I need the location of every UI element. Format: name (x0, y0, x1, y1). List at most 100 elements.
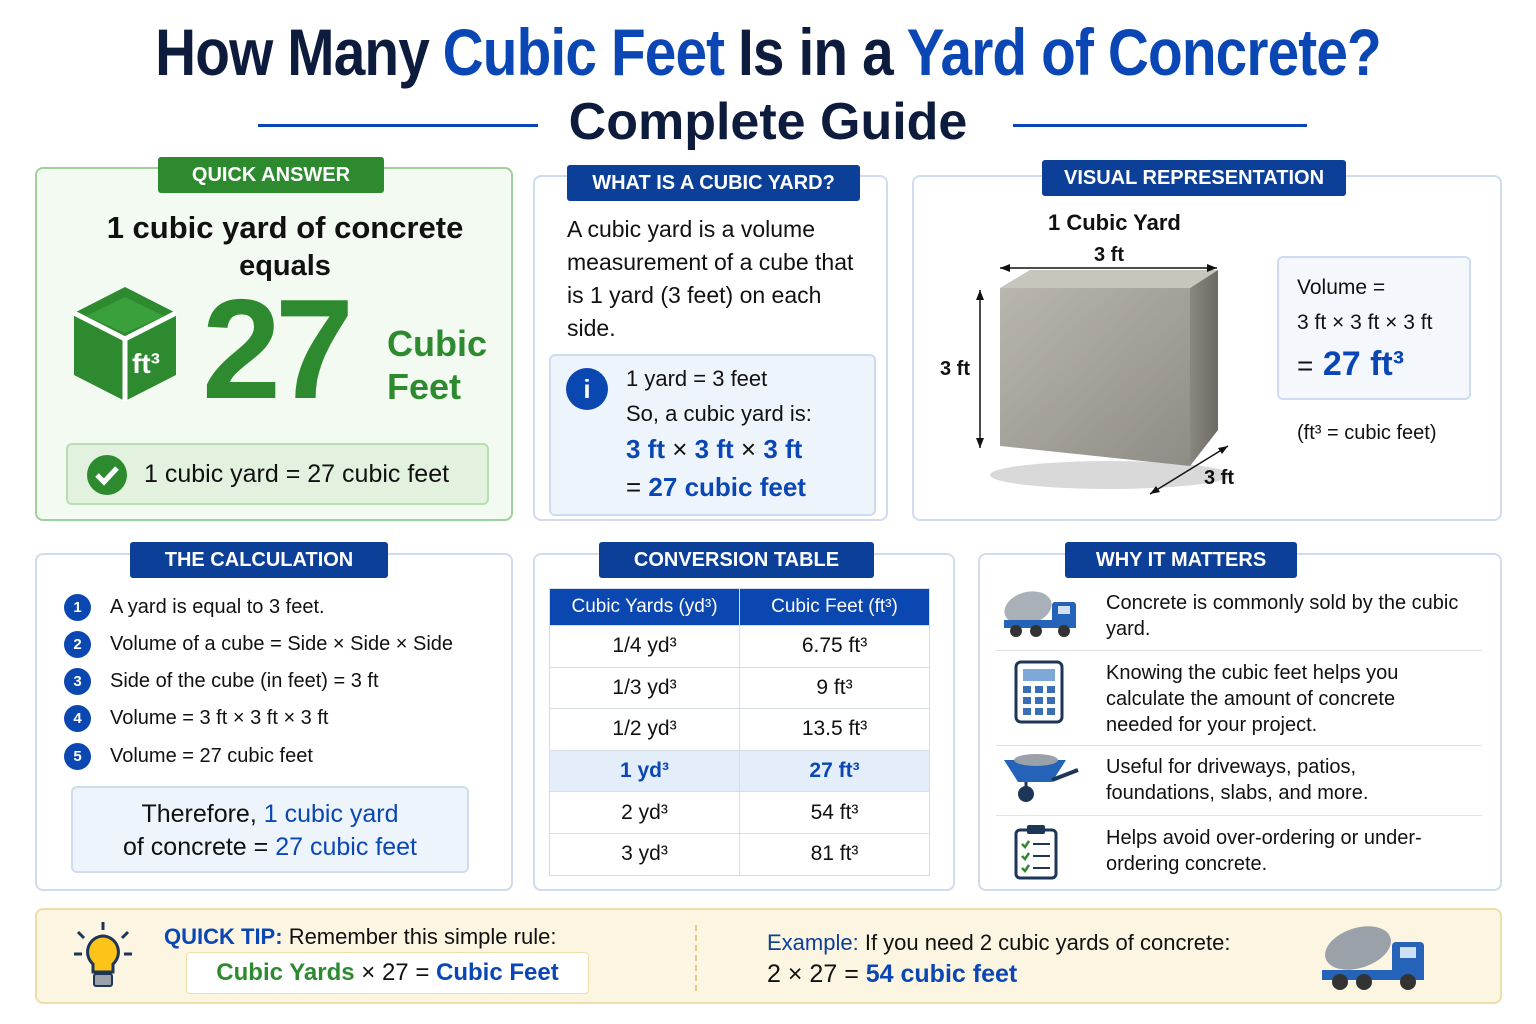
answer-number: 27 (202, 270, 354, 429)
polyline (1021, 864, 1031, 873)
divider (695, 925, 697, 991)
polygon (1150, 486, 1160, 494)
tr: Cubic Yards (yd³) Cubic Feet (ft³) (549, 588, 930, 626)
line (1149, 445, 1229, 495)
rows: 54 ft³ (739, 791, 930, 834)
volume-box (1277, 256, 1471, 400)
ellipse (1014, 754, 1058, 766)
text: Side of the cube (in feet) = 3 ft (110, 670, 379, 692)
truck-icon (1004, 591, 1076, 637)
rows: 3 yd³ (549, 832, 740, 876)
info-line: So, a cubic yard is: (626, 401, 812, 426)
polygon (1207, 264, 1217, 272)
rect (1047, 708, 1055, 715)
divider (996, 650, 1482, 651)
check-box (66, 443, 489, 505)
rect (1027, 825, 1045, 834)
rows: 13.5 ft³ (739, 708, 930, 751)
polygon (1000, 288, 1190, 466)
info-box (549, 354, 876, 516)
section-label: QUICK ANSWER (158, 157, 384, 193)
title-parts: Yard of Concrete? (906, 15, 1382, 89)
formula: 3 ft (763, 434, 803, 464)
result: = (626, 472, 642, 502)
g (1023, 686, 1055, 715)
tr: 1/3 yd³ 9 ft³ (549, 666, 930, 710)
circle (566, 368, 608, 410)
title-parts: Cubic Feet (442, 15, 725, 89)
rows: 1/4 yd³ (549, 625, 740, 668)
polygon (1000, 264, 1010, 272)
polygon (86, 297, 164, 333)
answer-line: 1 cubic yard of concrete (106, 210, 464, 245)
rows: 1/2 yd³ (549, 708, 740, 751)
rule: Cubic Feet (436, 959, 559, 986)
ellipse (1325, 926, 1391, 970)
wheelbarrow-icon (1004, 754, 1079, 802)
ellipse (1004, 591, 1052, 625)
rect (1023, 669, 1055, 681)
example-calc: 2 × 27 = 54 cubic feet (767, 960, 1017, 989)
formula: 3 ft (626, 434, 665, 464)
rect (1004, 620, 1076, 628)
rect (1023, 708, 1031, 715)
tr: 1 yd³ 27 ft³ (549, 749, 930, 793)
path (86, 934, 120, 974)
rect (1035, 697, 1043, 704)
line (76, 930, 86, 940)
polyline (1021, 852, 1031, 861)
circle (1010, 625, 1022, 637)
rect (1035, 686, 1043, 693)
tr: 1/2 yd³ 13.5 ft³ (549, 708, 930, 751)
why-item: Knowing the cubic feet helps you calcula… (1106, 662, 1399, 736)
rows: 1 yd³ (549, 749, 740, 793)
step: 5 Volume = 27 cubic feet (64, 743, 313, 770)
rect (93, 973, 113, 987)
circle (87, 455, 127, 495)
rows: 27 ft³ (739, 749, 930, 793)
ellipse (990, 461, 1230, 489)
info-icon: i (566, 368, 608, 410)
formula-result: = 27 cubic feet (626, 470, 806, 504)
g (1033, 843, 1050, 869)
subtitle: Complete Guide (568, 93, 968, 151)
cube-icon: ft³ (72, 287, 178, 401)
volume-formula: 3 ft × 3 ft × 3 ft (1297, 311, 1433, 334)
section-label: THE CALCULATION (130, 542, 388, 578)
conclusion: Therefore, 1 cubic yard of concrete = 27… (71, 786, 469, 873)
rect (1047, 697, 1055, 704)
title: How Many Cubic Feet Is in a Yard of Concret… (108, 14, 1429, 90)
polyline (1021, 840, 1031, 849)
line (1051, 768, 1079, 782)
number: 1 (64, 594, 91, 621)
polyline (95, 466, 119, 486)
step: 3 Side of the cube (in feet) = 3 ft (64, 668, 379, 695)
example-calc: = (844, 960, 859, 988)
tip-rule: Cubic Yards × 27 = Cubic Feet (186, 952, 589, 994)
example-label: Example: (767, 930, 859, 955)
answer-unit: Cubic Feet (387, 322, 487, 408)
formula: × (740, 434, 757, 464)
rule: × (361, 959, 376, 986)
number: 2 (64, 631, 91, 658)
rule: Cubic Yards (216, 959, 355, 986)
cube-title: 1 Cubic Yard (1048, 210, 1181, 235)
circle (1356, 974, 1372, 990)
icon-text: ft³ (132, 348, 160, 379)
g (74, 922, 132, 956)
number: 3 (64, 668, 91, 695)
tr: 3 yd³ 81 ft³ (549, 832, 930, 876)
path (1004, 760, 1066, 782)
divider (996, 815, 1482, 816)
title-parts: How Many (155, 15, 430, 89)
polygon (1000, 270, 1218, 288)
step: 4 Volume = 3 ft × 3 ft × 3 ft (64, 705, 328, 732)
conclusion: 1 cubic yard (263, 800, 399, 828)
unit-line: Feet (387, 366, 462, 407)
rows: 2 yd³ (549, 791, 740, 834)
rows: 1/3 yd³ (549, 666, 740, 710)
step: 2 Volume of a cube = Side × Side × Side (64, 631, 453, 658)
info-line: 1 yard = 3 feet (626, 366, 768, 391)
step: 1 A yard is equal to 3 feet. (64, 594, 325, 621)
rect (1023, 697, 1031, 704)
